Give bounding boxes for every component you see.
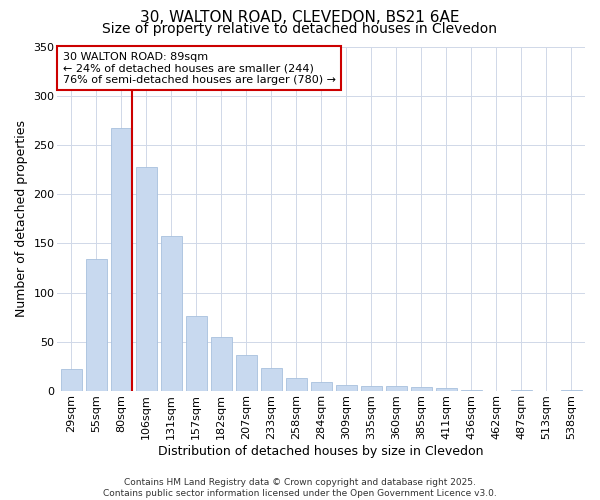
Text: Contains HM Land Registry data © Crown copyright and database right 2025.
Contai: Contains HM Land Registry data © Crown c… [103, 478, 497, 498]
Bar [286, 378, 307, 391]
Bar [436, 388, 457, 391]
Bar [110, 128, 132, 391]
Text: Size of property relative to detached houses in Clevedon: Size of property relative to detached ho… [103, 22, 497, 36]
Y-axis label: Number of detached properties: Number of detached properties [15, 120, 28, 318]
X-axis label: Distribution of detached houses by size in Clevedon: Distribution of detached houses by size … [158, 444, 484, 458]
Bar [410, 387, 432, 391]
Bar [260, 368, 282, 391]
Bar [335, 385, 357, 391]
Bar [386, 386, 407, 391]
Bar [161, 236, 182, 391]
Bar [361, 386, 382, 391]
Bar [236, 354, 257, 391]
Bar [136, 166, 157, 391]
Bar [185, 316, 207, 391]
Bar [511, 390, 532, 391]
Bar [86, 259, 107, 391]
Text: 30, WALTON ROAD, CLEVEDON, BS21 6AE: 30, WALTON ROAD, CLEVEDON, BS21 6AE [140, 10, 460, 25]
Text: 30 WALTON ROAD: 89sqm
← 24% of detached houses are smaller (244)
76% of semi-det: 30 WALTON ROAD: 89sqm ← 24% of detached … [63, 52, 336, 85]
Bar [560, 390, 582, 391]
Bar [211, 337, 232, 391]
Bar [311, 382, 332, 391]
Bar [61, 370, 82, 391]
Bar [461, 390, 482, 391]
